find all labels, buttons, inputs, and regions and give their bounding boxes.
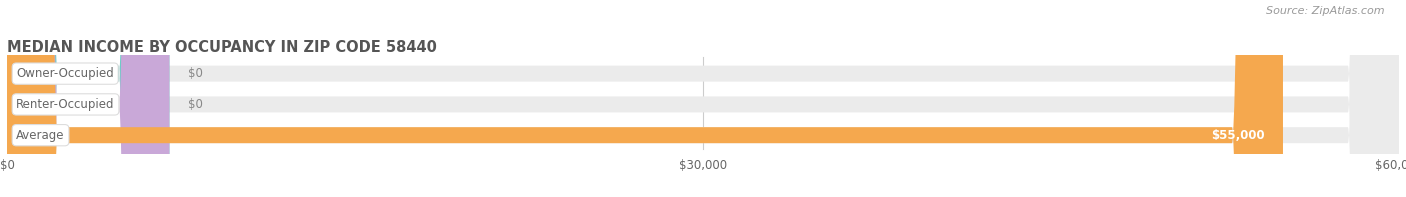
Text: $55,000: $55,000 xyxy=(1211,129,1264,142)
FancyBboxPatch shape xyxy=(7,0,170,197)
FancyBboxPatch shape xyxy=(7,0,1282,197)
Text: Owner-Occupied: Owner-Occupied xyxy=(17,67,114,80)
Text: Average: Average xyxy=(17,129,65,142)
FancyBboxPatch shape xyxy=(7,0,170,197)
Text: $0: $0 xyxy=(188,67,202,80)
FancyBboxPatch shape xyxy=(7,0,1399,197)
Text: Source: ZipAtlas.com: Source: ZipAtlas.com xyxy=(1267,6,1385,16)
Text: Renter-Occupied: Renter-Occupied xyxy=(17,98,115,111)
FancyBboxPatch shape xyxy=(7,0,1399,197)
Text: MEDIAN INCOME BY OCCUPANCY IN ZIP CODE 58440: MEDIAN INCOME BY OCCUPANCY IN ZIP CODE 5… xyxy=(7,40,437,55)
Text: $0: $0 xyxy=(188,98,202,111)
FancyBboxPatch shape xyxy=(7,0,1399,197)
